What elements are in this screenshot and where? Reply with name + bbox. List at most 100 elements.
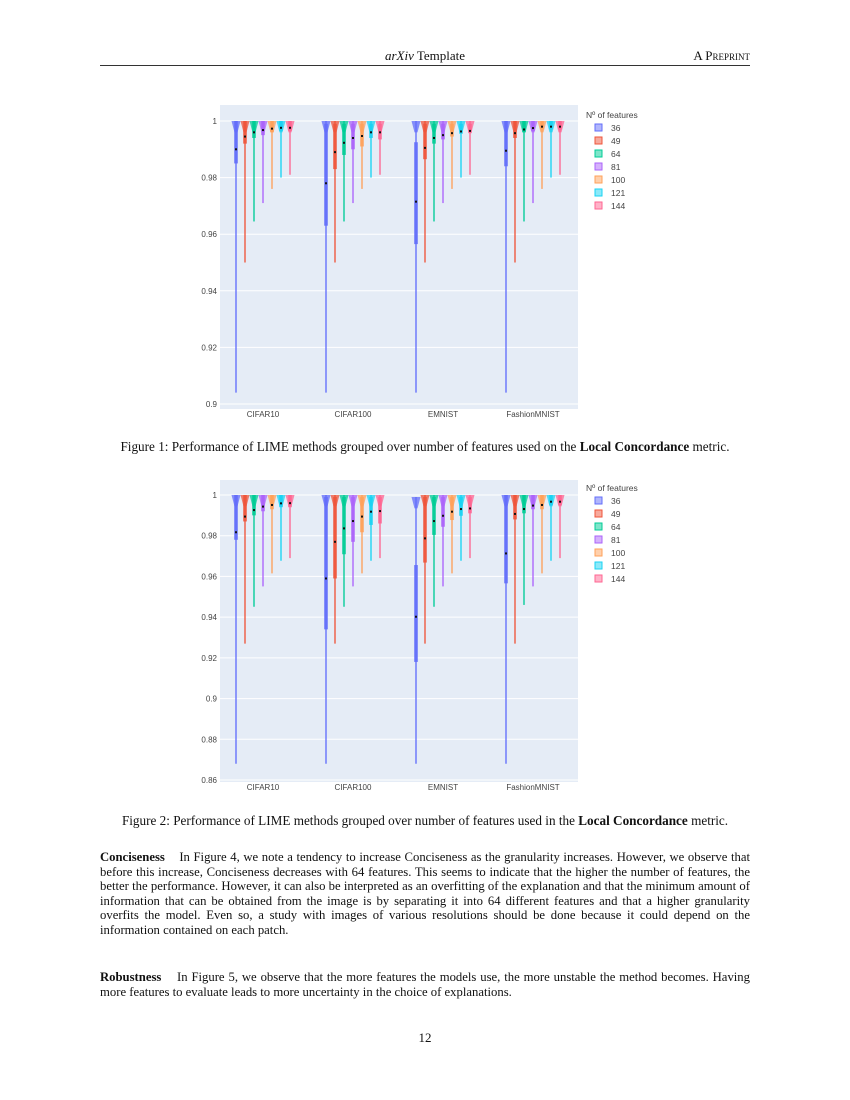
violin-density [249, 495, 259, 507]
violin-box [243, 495, 247, 522]
violin-density [411, 121, 421, 133]
violin-median [289, 126, 291, 129]
legend-swatch [594, 535, 603, 544]
violin-density [366, 495, 376, 507]
x-tick-label: CIFAR10 [247, 783, 280, 792]
violin-median [325, 182, 327, 185]
violin-median [271, 503, 273, 506]
violin-box [324, 497, 328, 630]
legend-label: 36 [611, 496, 621, 506]
violin-density [330, 121, 340, 133]
violin-median [352, 520, 354, 523]
plot-background [220, 480, 578, 782]
legend-title: Nº of features [586, 110, 638, 120]
y-tick-label: 0.9 [206, 695, 218, 704]
violin-CIFAR10-64 [249, 495, 259, 607]
y-tick-label: 0.9 [206, 400, 218, 409]
violin-density [555, 495, 565, 507]
violin-CIFAR100-81 [348, 495, 358, 587]
violin-density [456, 121, 466, 133]
violin-median [379, 510, 381, 513]
violin-density [456, 495, 466, 507]
violin-CIFAR10-144 [285, 495, 295, 559]
paragraph-text: In Figure 4, we note a tendency to incre… [100, 850, 750, 937]
violin-box [414, 142, 418, 245]
violin-EMNIST-64 [429, 495, 439, 607]
violin-EMNIST-100 [447, 121, 457, 189]
violin-density [285, 121, 295, 133]
violin-median [541, 503, 543, 506]
violin-median [469, 129, 471, 132]
header-title-rest: Template [413, 48, 466, 63]
caption-text: Figure 2: Performance of LIME methods gr… [121, 813, 579, 828]
legend-label: 64 [611, 149, 621, 159]
violin-density [537, 495, 547, 507]
legend-label: 81 [611, 535, 621, 545]
violin-density [249, 121, 259, 133]
violin-FashionMNIST-100 [537, 495, 547, 574]
violin-median [280, 502, 282, 505]
violin-median [550, 500, 552, 503]
violin-CIFAR100-81 [348, 121, 358, 204]
violin-density [465, 495, 475, 507]
violin-EMNIST-81 [438, 495, 448, 587]
legend-label: 36 [611, 123, 621, 133]
y-tick-label: 0.96 [201, 572, 217, 581]
violin-box [450, 497, 454, 521]
violin-box [441, 497, 445, 527]
legend-swatch [594, 548, 603, 557]
violin-median [361, 134, 363, 137]
legend-swatch [594, 509, 603, 518]
violin-FashionMNIST-121 [546, 121, 556, 178]
legend-label: 144 [611, 574, 625, 584]
violin-density [528, 121, 538, 133]
violin-box [513, 495, 517, 520]
violin-median [361, 515, 363, 518]
header-title-italic: arXiv [384, 48, 414, 63]
violin-FashionMNIST-49 [510, 495, 520, 644]
violin-density [519, 121, 529, 133]
violin-median [280, 126, 282, 129]
violin-median [235, 531, 237, 534]
violin-median [262, 505, 264, 508]
violin-FashionMNIST-64 [519, 121, 529, 222]
violin-box [504, 495, 508, 584]
violin-EMNIST-121 [456, 495, 466, 561]
paragraph-text: In Figure 5, we observe that the more fe… [100, 970, 750, 999]
legend-swatch [594, 149, 603, 158]
violin-density [357, 495, 367, 507]
violin-median [505, 552, 507, 555]
violin-density [510, 495, 520, 507]
y-tick-label: 0.92 [201, 654, 217, 663]
legend-label: 81 [611, 162, 621, 172]
violin-CIFAR10-64 [249, 121, 259, 222]
violin-FashionMNIST-81 [528, 495, 538, 587]
violin-CIFAR10-121 [276, 495, 286, 561]
running-header-title: arXiv Template [0, 48, 850, 64]
violin-density [276, 495, 286, 507]
violin-median [514, 512, 516, 515]
violin-box [351, 123, 355, 150]
legend-swatch [594, 188, 603, 197]
violin-median [433, 520, 435, 523]
y-tick-label: 0.98 [201, 532, 217, 541]
violin-density [258, 495, 268, 507]
x-tick-label: CIFAR100 [335, 783, 372, 792]
violin-box [423, 123, 427, 160]
violin-FashionMNIST-121 [546, 495, 556, 561]
running-header-right: A Preprint [693, 48, 750, 63]
violin-median [460, 130, 462, 133]
y-tick-label: 1 [213, 491, 218, 500]
legend-swatch [594, 162, 603, 171]
y-tick-label: 0.98 [201, 174, 217, 183]
violin-median [523, 508, 525, 511]
violin-median [550, 125, 552, 128]
y-tick-label: 0.88 [201, 735, 217, 744]
violin-density [546, 495, 556, 507]
x-tick-label: FashionMNIST [506, 410, 559, 419]
violin-EMNIST-144 [465, 495, 475, 559]
violin-median [262, 129, 264, 132]
violin-density [429, 121, 439, 133]
violin-median [505, 149, 507, 152]
